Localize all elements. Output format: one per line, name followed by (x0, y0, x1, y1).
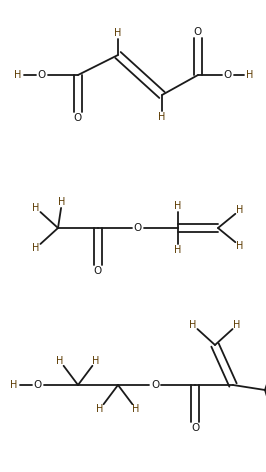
Text: H: H (32, 203, 40, 213)
Text: O: O (151, 380, 159, 390)
Text: H: H (10, 380, 18, 390)
Text: O: O (194, 27, 202, 37)
Text: O: O (134, 223, 142, 233)
Text: O: O (74, 113, 82, 123)
Text: O: O (38, 70, 46, 80)
Text: H: H (132, 404, 140, 414)
Text: H: H (233, 320, 241, 330)
Text: O: O (191, 423, 199, 433)
Text: H: H (114, 28, 122, 38)
Text: O: O (224, 70, 232, 80)
Text: H: H (246, 70, 254, 80)
Text: H: H (189, 320, 197, 330)
Text: H: H (236, 241, 244, 251)
Text: H: H (56, 356, 64, 366)
Text: H: H (96, 404, 104, 414)
Text: H: H (174, 245, 182, 255)
Text: O: O (94, 266, 102, 276)
Text: H: H (236, 205, 244, 215)
Text: H: H (158, 112, 166, 122)
Text: H: H (92, 356, 100, 366)
Text: O: O (34, 380, 42, 390)
Text: H: H (14, 70, 22, 80)
Text: H: H (174, 201, 182, 211)
Text: H: H (58, 197, 66, 207)
Text: H: H (32, 243, 40, 253)
